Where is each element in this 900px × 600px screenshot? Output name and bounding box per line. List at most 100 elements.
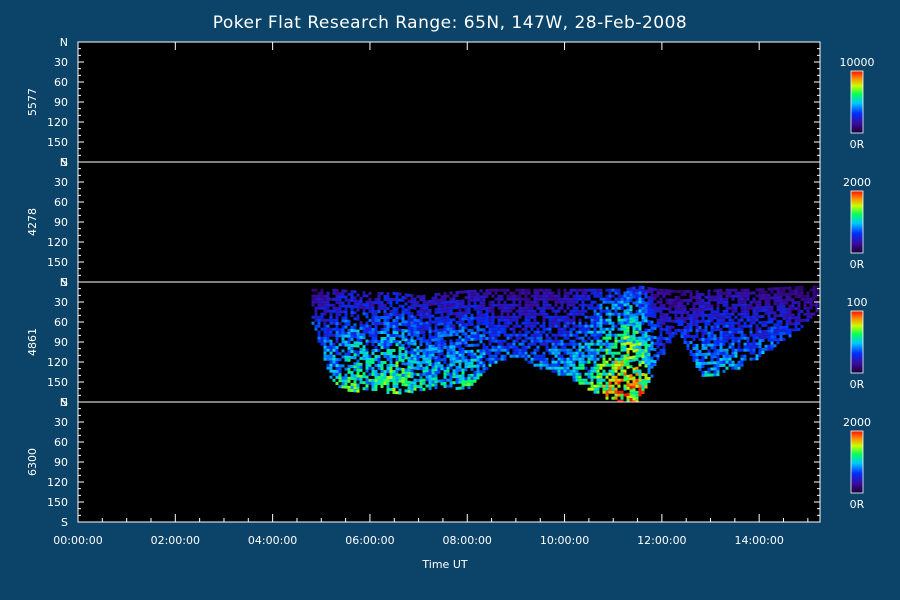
heat-cell (368, 366, 372, 370)
heat-cell (674, 298, 678, 302)
heat-cell (527, 321, 531, 325)
heat-cell (377, 331, 381, 334)
heat-cell (626, 359, 630, 363)
heat-cell (458, 305, 462, 309)
heat-cell (644, 379, 648, 383)
heat-cell (662, 295, 666, 298)
heat-cell (392, 349, 396, 352)
heat-cell (596, 312, 600, 316)
heat-cell (440, 364, 444, 368)
heat-cell (569, 288, 573, 292)
heat-cell (443, 333, 447, 337)
heat-cell (503, 321, 507, 325)
heat-cell (536, 312, 540, 316)
heat-cell (635, 300, 639, 304)
heat-cell (602, 330, 606, 334)
heat-cell (725, 351, 729, 355)
heat-cell (467, 293, 471, 296)
heat-cell (377, 364, 381, 367)
heat-cell (617, 360, 621, 364)
heat-cell (578, 345, 582, 349)
heat-cell (602, 321, 606, 325)
heat-cell (431, 338, 435, 342)
heat-cell (752, 315, 756, 319)
heat-cell (335, 358, 339, 361)
heat-cell (491, 345, 495, 349)
heat-cell (623, 345, 627, 349)
heat-cell (374, 364, 378, 367)
heat-cell (419, 361, 423, 365)
heat-cell (776, 314, 780, 318)
heat-cell (464, 338, 468, 342)
heat-cell (386, 295, 390, 298)
heat-cell (617, 315, 621, 319)
heat-cell (701, 299, 705, 302)
heat-cell (419, 373, 423, 377)
heat-cell (602, 357, 606, 361)
heat-cell (671, 304, 675, 308)
heat-cell (710, 343, 714, 347)
heat-cell (341, 289, 345, 293)
heat-cell (488, 306, 492, 310)
heat-cell (323, 351, 327, 355)
heat-cell (557, 351, 561, 355)
heat-cell (476, 349, 480, 353)
heat-cell (731, 294, 735, 298)
heat-cell (611, 342, 615, 346)
colorbar-max-label: 2000 (843, 416, 871, 429)
heat-cell (533, 300, 537, 304)
heat-cell (779, 320, 783, 323)
heat-cell (605, 375, 609, 379)
heat-cell (437, 316, 441, 320)
heat-cell (374, 313, 378, 316)
heat-cell (347, 298, 351, 302)
heat-cell (656, 318, 660, 322)
heat-cell (473, 334, 477, 338)
heat-cell (434, 371, 438, 375)
heat-cell (401, 320, 405, 323)
heat-cell (656, 324, 660, 328)
heat-cell (728, 321, 732, 325)
heat-cell (446, 354, 450, 358)
heat-cell (452, 324, 456, 328)
heat-cell (557, 327, 561, 331)
heat-cell (491, 318, 495, 322)
heat-cell (353, 350, 357, 354)
heat-cell (680, 317, 684, 320)
y-tick-label: N (60, 276, 68, 289)
heat-cell (554, 342, 558, 346)
heat-cell (716, 328, 720, 332)
heat-cell (359, 356, 363, 360)
heat-cell (809, 303, 813, 307)
heat-cell (392, 370, 396, 373)
heat-cell (386, 301, 390, 304)
heat-cell (476, 370, 480, 374)
heat-cell (770, 305, 774, 309)
heat-cell (557, 366, 561, 370)
heat-cell (587, 330, 591, 334)
heat-cell (695, 290, 699, 293)
heat-cell (635, 396, 639, 400)
heat-cell (740, 348, 744, 352)
heat-cell (314, 312, 318, 316)
heat-cell (470, 349, 474, 353)
heat-cell (455, 375, 459, 378)
heat-cell (551, 333, 555, 337)
heat-cell (338, 373, 342, 377)
heat-cell (329, 327, 333, 331)
heat-cell (758, 303, 762, 307)
heat-cell (413, 315, 417, 319)
heat-cell (467, 377, 471, 380)
heat-cell (755, 312, 759, 316)
heat-cell (404, 338, 408, 342)
heat-cell (668, 316, 672, 320)
heat-cell (482, 337, 486, 341)
heat-cell (503, 318, 507, 322)
heat-cell (422, 378, 426, 382)
heat-cell (713, 364, 717, 368)
heat-cell (326, 345, 330, 349)
heat-cell (347, 379, 351, 383)
heat-cell (521, 321, 525, 325)
heat-cell (605, 360, 609, 364)
heat-cell (611, 363, 615, 367)
